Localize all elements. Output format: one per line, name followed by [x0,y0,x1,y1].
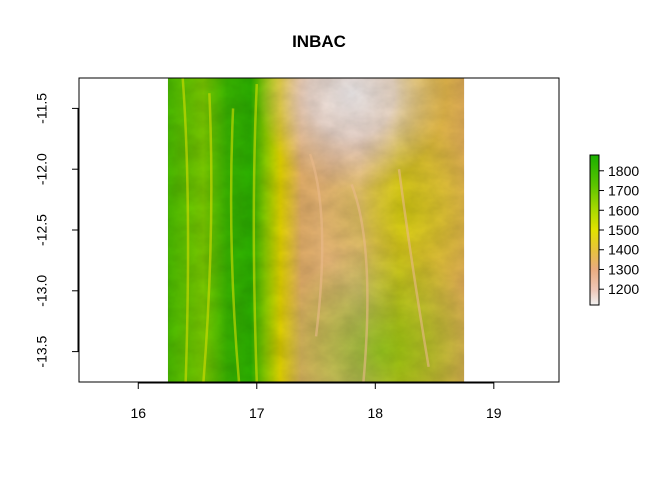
raster-valley [229,108,241,382]
map-title: INBAC [292,32,346,51]
x-tick-label: 19 [486,405,502,421]
legend-tick-label: 1600 [608,202,639,218]
legend-tick-label: 1500 [608,222,639,238]
color-legend: 1200 1300 1400 1500 1600 1700 1800 [589,154,639,306]
raster-valley [308,153,324,337]
legend-tick-label: 1300 [608,261,639,277]
y-tick-label: -13.0 [34,275,50,307]
raster-valley [397,169,430,368]
legend-tick-label: 1700 [608,183,639,199]
x-tick-label: 16 [130,405,146,421]
legend-tick-label: 1800 [608,163,639,179]
x-tick-label: 18 [368,405,384,421]
x-axis: 16 17 18 19 [130,382,502,421]
y-tick-label: -12.5 [34,214,50,246]
y-tick-label: -11.5 [34,93,50,124]
legend-tick-label: 1400 [608,242,639,258]
legend-tick-label: 1200 [608,281,639,297]
y-tick-label: -12.0 [34,153,50,185]
y-axis: -11.5 -12.0 -12.5 -13.0 -13.5 [34,93,79,368]
raster-valley [252,84,259,382]
legend-colorbar [590,155,599,305]
raster-valley [202,93,213,382]
raster-valley [181,78,190,382]
y-tick-label: -13.5 [34,335,50,367]
raster-valley [350,183,369,382]
x-tick-label: 17 [249,405,265,421]
elevation-raster [167,78,465,382]
